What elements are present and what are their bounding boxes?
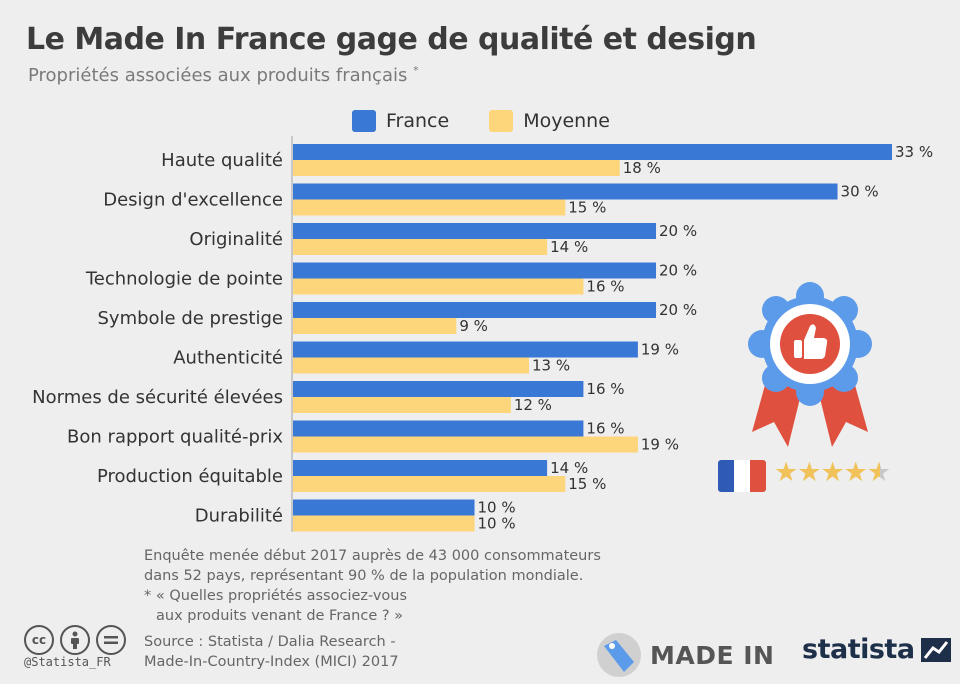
quality-rosette-icon xyxy=(748,282,872,447)
legend-label-france: France xyxy=(386,110,450,132)
chart-title: Le Made In France gage de qualité et des… xyxy=(26,22,757,57)
legend-label-moyenne: Moyenne xyxy=(523,110,610,132)
rating-stars: ★ ★ ★ ★ ★ xyxy=(774,457,892,488)
data-label-france: 10 % xyxy=(478,499,516,517)
source: Source : Statista / Dalia Research - Mad… xyxy=(144,632,399,672)
category-label: Durabilité xyxy=(195,506,283,527)
made-in-text: MADE IN xyxy=(650,640,775,670)
note-line: dans 52 pays, représentant 90 % de la po… xyxy=(144,568,584,584)
legend-item-moyenne: Moyenne xyxy=(489,110,610,132)
category-label: Production équitable xyxy=(97,466,283,487)
subtitle-text: Propriétés associées aux produits frança… xyxy=(28,65,408,86)
data-label-moyenne: 15 % xyxy=(568,199,606,217)
subtitle-footnote-mark: * xyxy=(413,64,419,77)
category-label: Design d'excellence xyxy=(103,190,283,211)
category-label: Bon rapport qualité-prix xyxy=(67,427,283,448)
star-icon: ★ xyxy=(797,457,822,488)
statista-logo-icon xyxy=(920,637,951,662)
data-label-moyenne: 9 % xyxy=(459,317,488,335)
legend: France Moyenne xyxy=(352,110,650,132)
data-label-france: 30 % xyxy=(841,183,879,201)
source-line: Source : Statista / Dalia Research - xyxy=(144,634,396,650)
price-tag-icon xyxy=(597,633,641,677)
survey-notes: Enquête menée début 2017 auprès de 43 00… xyxy=(144,546,601,626)
chart-subtitle: Propriétés associées aux produits frança… xyxy=(28,64,419,86)
cc-icon: cc xyxy=(24,625,54,655)
data-label-france: 20 % xyxy=(659,301,697,319)
bar-france xyxy=(293,420,584,437)
bar-france xyxy=(293,223,657,239)
category-label: Haute qualité xyxy=(161,150,283,171)
data-label-france: 20 % xyxy=(659,222,697,240)
data-label-france: 19 % xyxy=(641,341,679,359)
category-label: Normes de sécurité élevées xyxy=(32,387,283,408)
note-line: * « Quelles propriétés associez-vous xyxy=(144,588,408,604)
bar-france xyxy=(293,302,657,318)
data-label-france: 16 % xyxy=(586,420,624,438)
legend-item-france: France xyxy=(352,110,449,132)
france-flag-icon xyxy=(718,460,766,492)
data-label-moyenne: 19 % xyxy=(641,436,679,454)
bar-france xyxy=(293,262,657,279)
category-label: Originalité xyxy=(189,229,283,250)
bar-france xyxy=(293,144,892,160)
data-label-france: 20 % xyxy=(659,262,697,280)
data-label-moyenne: 13 % xyxy=(532,357,570,375)
bar-moyenne xyxy=(293,160,620,176)
bar-moyenne xyxy=(293,239,548,255)
category-label: Symbole de prestige xyxy=(97,308,283,329)
bar-france xyxy=(293,381,584,397)
source-line: Made-In-Country-Index (MICI) 2017 xyxy=(144,654,399,670)
data-label-moyenne: 16 % xyxy=(586,278,624,296)
bar-moyenne xyxy=(293,357,529,374)
note-line: aux produits venant de France ? » xyxy=(156,608,404,624)
data-label-moyenne: 18 % xyxy=(623,159,661,177)
bar-chart: Haute qualité 33 % 18 % Design d'excellence… xyxy=(32,136,933,533)
bar-france xyxy=(293,183,838,200)
half-star-icon: ★ xyxy=(866,457,892,488)
bar-moyenne xyxy=(293,436,638,453)
bar-moyenne xyxy=(293,476,566,492)
data-label-france: 14 % xyxy=(550,459,588,477)
twitter-handle[interactable]: @Statista_FR xyxy=(24,655,111,669)
data-label-moyenne: 10 % xyxy=(478,515,516,533)
data-label-moyenne: 12 % xyxy=(514,396,552,414)
data-label-moyenne: 14 % xyxy=(550,238,588,256)
data-label-france: 33 % xyxy=(895,143,933,161)
note-line: Enquête menée début 2017 auprès de 43 00… xyxy=(144,548,601,564)
data-label-moyenne: 15 % xyxy=(568,475,606,493)
star-icon: ★ xyxy=(843,457,868,488)
license-icons[interactable]: cc xyxy=(24,625,132,655)
legend-swatch-moyenne xyxy=(489,110,514,132)
bar-france xyxy=(293,460,548,476)
by-icon xyxy=(60,625,90,655)
category-label: Authenticité xyxy=(173,348,283,369)
bar-moyenne xyxy=(293,397,511,413)
category-label: Technologie de pointe xyxy=(85,269,283,290)
made-in-logo: MADE IN xyxy=(596,632,774,678)
bar-moyenne xyxy=(293,318,457,334)
bar-france xyxy=(293,499,475,516)
data-label-france: 16 % xyxy=(586,380,624,398)
star-icon: ★ xyxy=(820,457,845,488)
legend-swatch-france xyxy=(352,110,376,132)
bar-moyenne xyxy=(293,199,566,216)
statista-wordmark: statista xyxy=(802,634,915,665)
bar-france xyxy=(293,341,638,358)
star-icon: ★ xyxy=(774,457,799,488)
bar-moyenne xyxy=(293,278,584,295)
bar-moyenne xyxy=(293,515,475,532)
nd-icon xyxy=(96,625,126,655)
statista-logo[interactable]: statista xyxy=(802,634,951,665)
